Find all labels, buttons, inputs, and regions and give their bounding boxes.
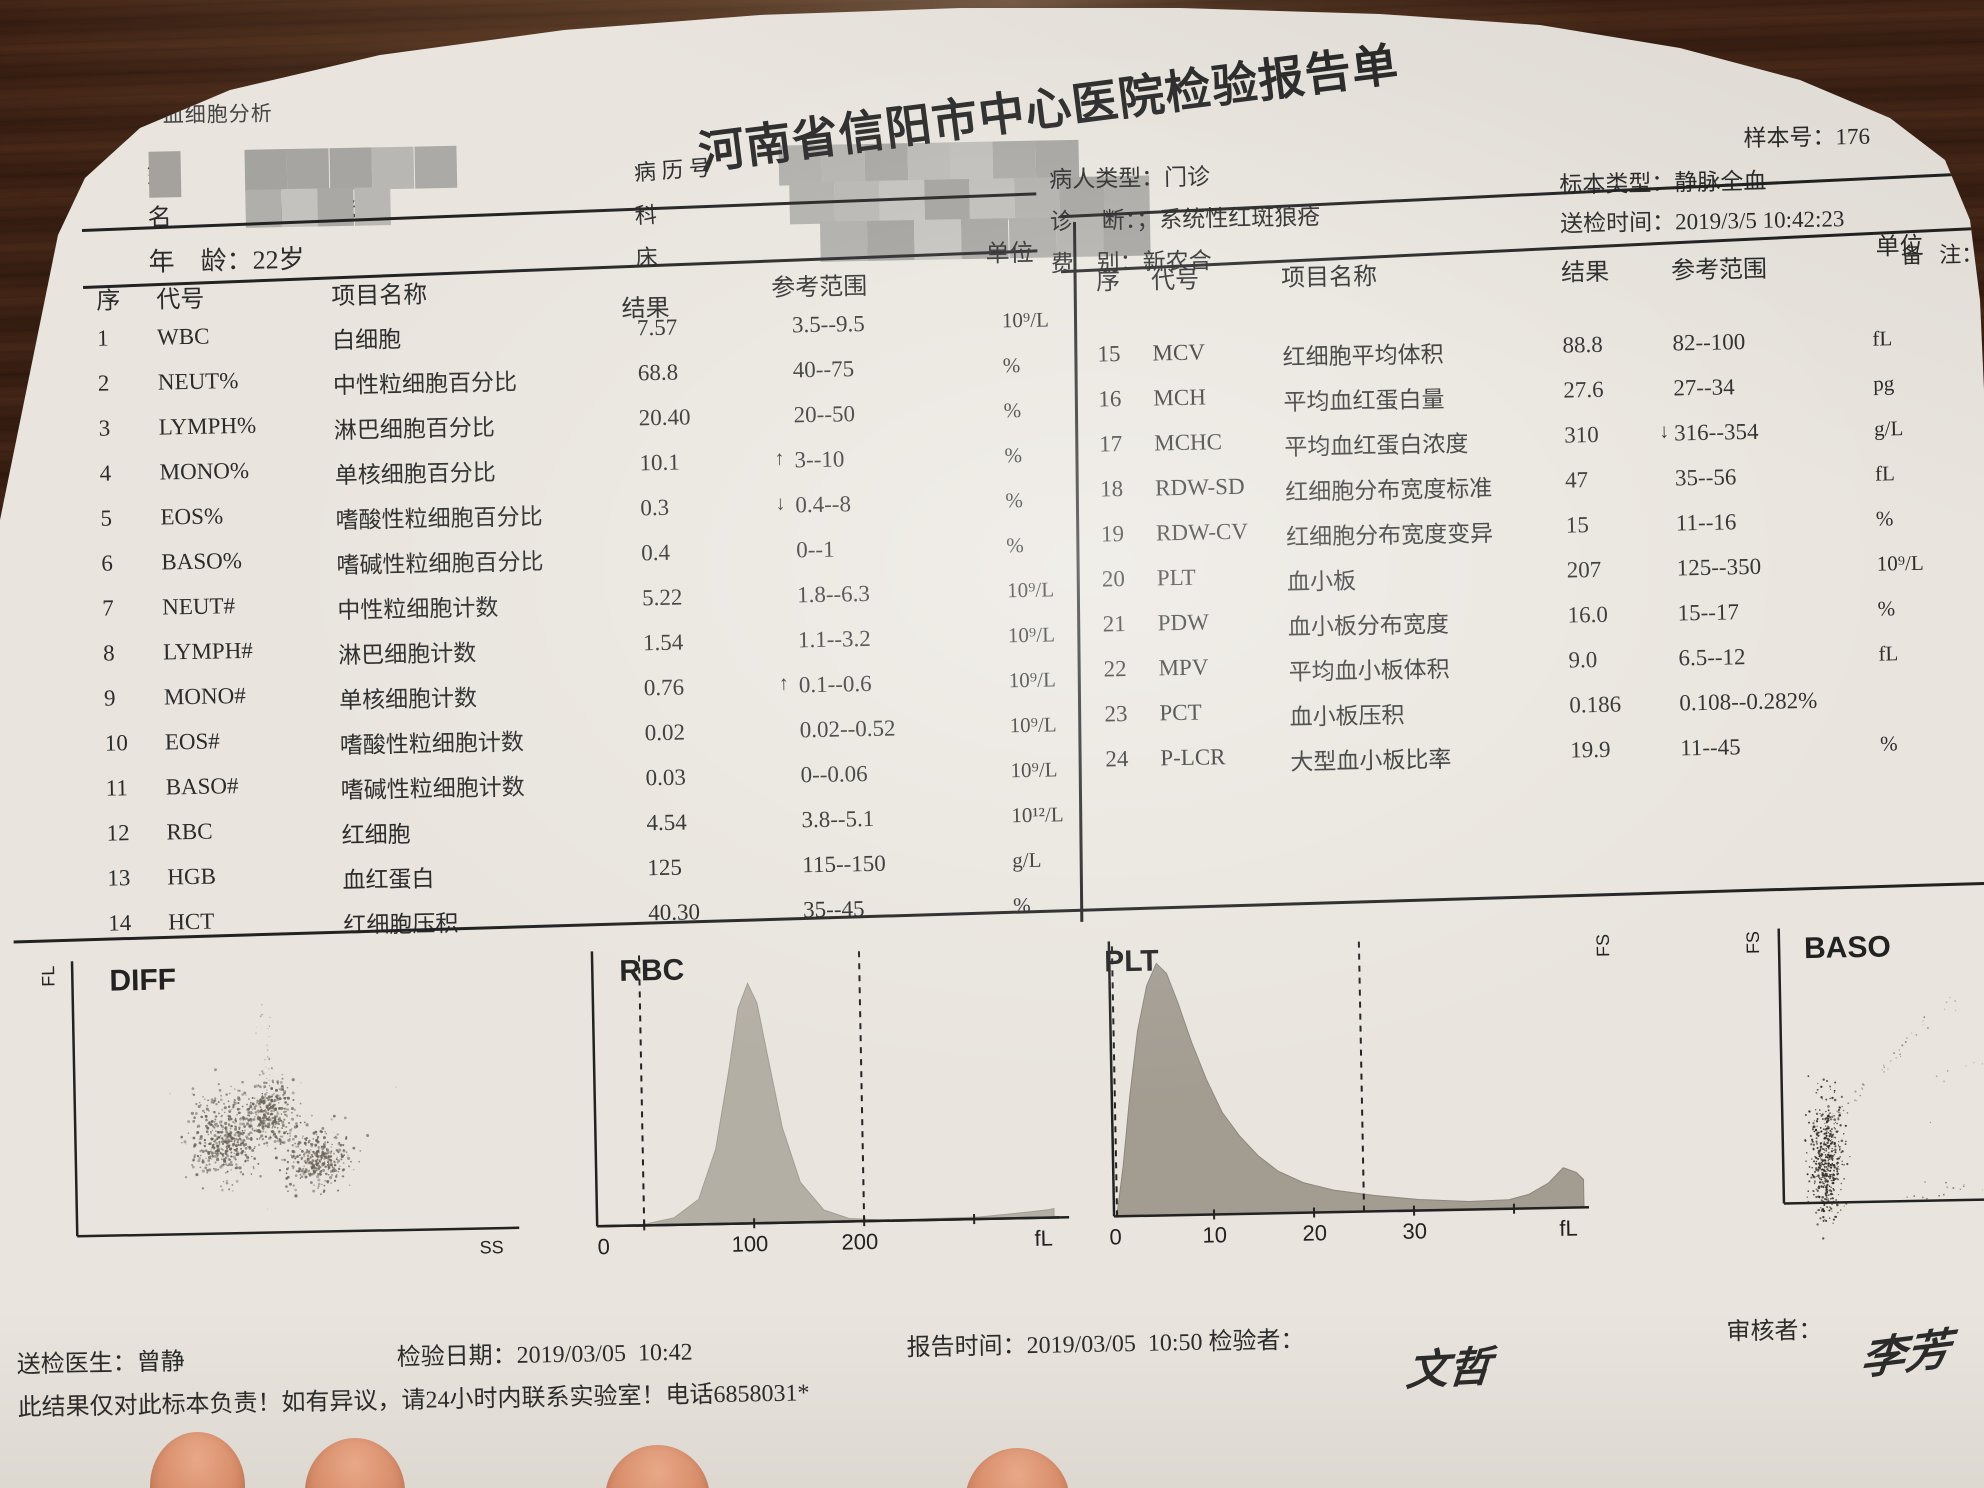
svg-text:30: 30	[1402, 1218, 1427, 1243]
svg-text:SS: SS	[479, 1237, 503, 1257]
svg-text:fL: fL	[1559, 1215, 1578, 1240]
svg-text:DIFF: DIFF	[109, 963, 176, 997]
svg-text:0: 0	[597, 1234, 610, 1259]
svg-text:FS: FS	[1593, 934, 1613, 957]
svg-text:100: 100	[731, 1231, 768, 1257]
svg-text:BASO: BASO	[1804, 930, 1891, 965]
svg-text:FL: FL	[38, 966, 58, 987]
svg-text:0: 0	[1109, 1224, 1122, 1249]
svg-text:FS: FS	[1743, 931, 1763, 954]
svg-text:fL: fL	[1034, 1226, 1053, 1251]
svg-text:10: 10	[1202, 1222, 1227, 1247]
svg-text:20: 20	[1302, 1220, 1327, 1245]
svg-text:RBC: RBC	[619, 954, 685, 988]
svg-text:200: 200	[841, 1229, 878, 1255]
